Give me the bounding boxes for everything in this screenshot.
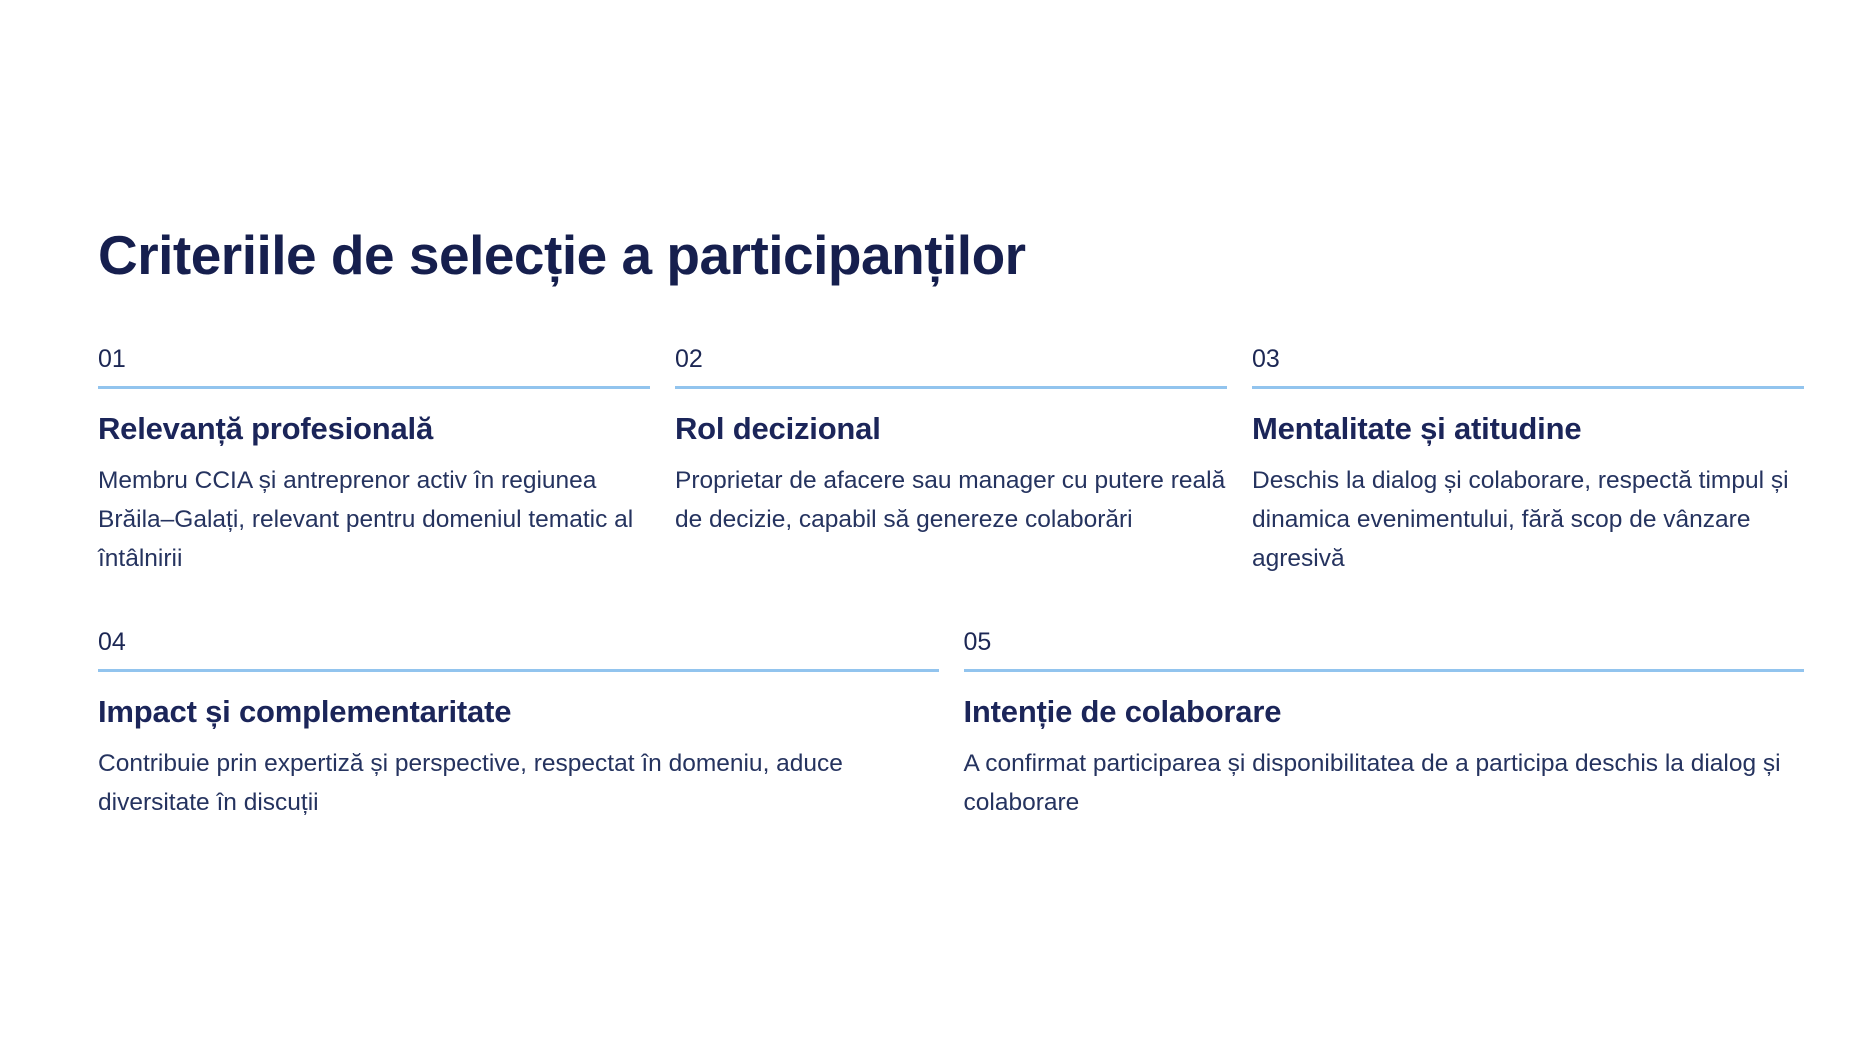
criterion-card-4: 04 Impact și complementaritate Contribui…	[98, 630, 939, 822]
accent-divider	[1252, 386, 1804, 389]
accent-divider	[963, 669, 1804, 673]
criterion-heading: Rol decizional	[675, 411, 881, 446]
criterion-description: Membru CCIA și antreprenor activ în regi…	[98, 466, 634, 573]
accent-divider	[98, 669, 939, 673]
accent-divider	[675, 386, 1227, 389]
criterion-card-3: 03 Mentalitate și atitudine Deschis la d…	[1252, 347, 1804, 578]
criterion-description: Proprietar de afacere sau manager cu put…	[675, 466, 1226, 533]
criterion-heading: Mentalitate și atitudine	[1252, 411, 1582, 446]
criterion-number: 02	[675, 345, 703, 373]
criterion-card-2: 02 Rol decizional Proprietar de afacere …	[675, 347, 1227, 578]
criterion-card-5: 05 Intenție de colaborare A confirmat pa…	[963, 628, 1804, 822]
criterion-description: Deschis la dialog și colaborare, respect…	[1252, 466, 1789, 573]
criteria-row-bottom: 04 Impact și complementaritate Contribui…	[98, 630, 1804, 822]
accent-divider	[98, 386, 650, 389]
criterion-description: Contribuie prin expertiză și perspective…	[98, 749, 843, 817]
criterion-number: 03	[1252, 345, 1280, 373]
page-title: Criteriile de selecție a participanților	[98, 224, 1026, 286]
criterion-description: A confirmat participarea și disponibilit…	[963, 749, 1781, 817]
criterion-heading: Impact și complementaritate	[98, 694, 512, 730]
criterion-number: 04	[98, 628, 126, 657]
criterion-heading: Relevanță profesională	[98, 411, 433, 446]
criterion-card-1: 01 Relevanță profesională Membru CCIA și…	[98, 347, 650, 578]
criterion-number: 01	[98, 345, 126, 373]
criterion-heading: Intenție de colaborare	[963, 694, 1282, 730]
criterion-number: 05	[963, 628, 992, 657]
criteria-row-top: 01 Relevanță profesională Membru CCIA și…	[98, 347, 1804, 578]
